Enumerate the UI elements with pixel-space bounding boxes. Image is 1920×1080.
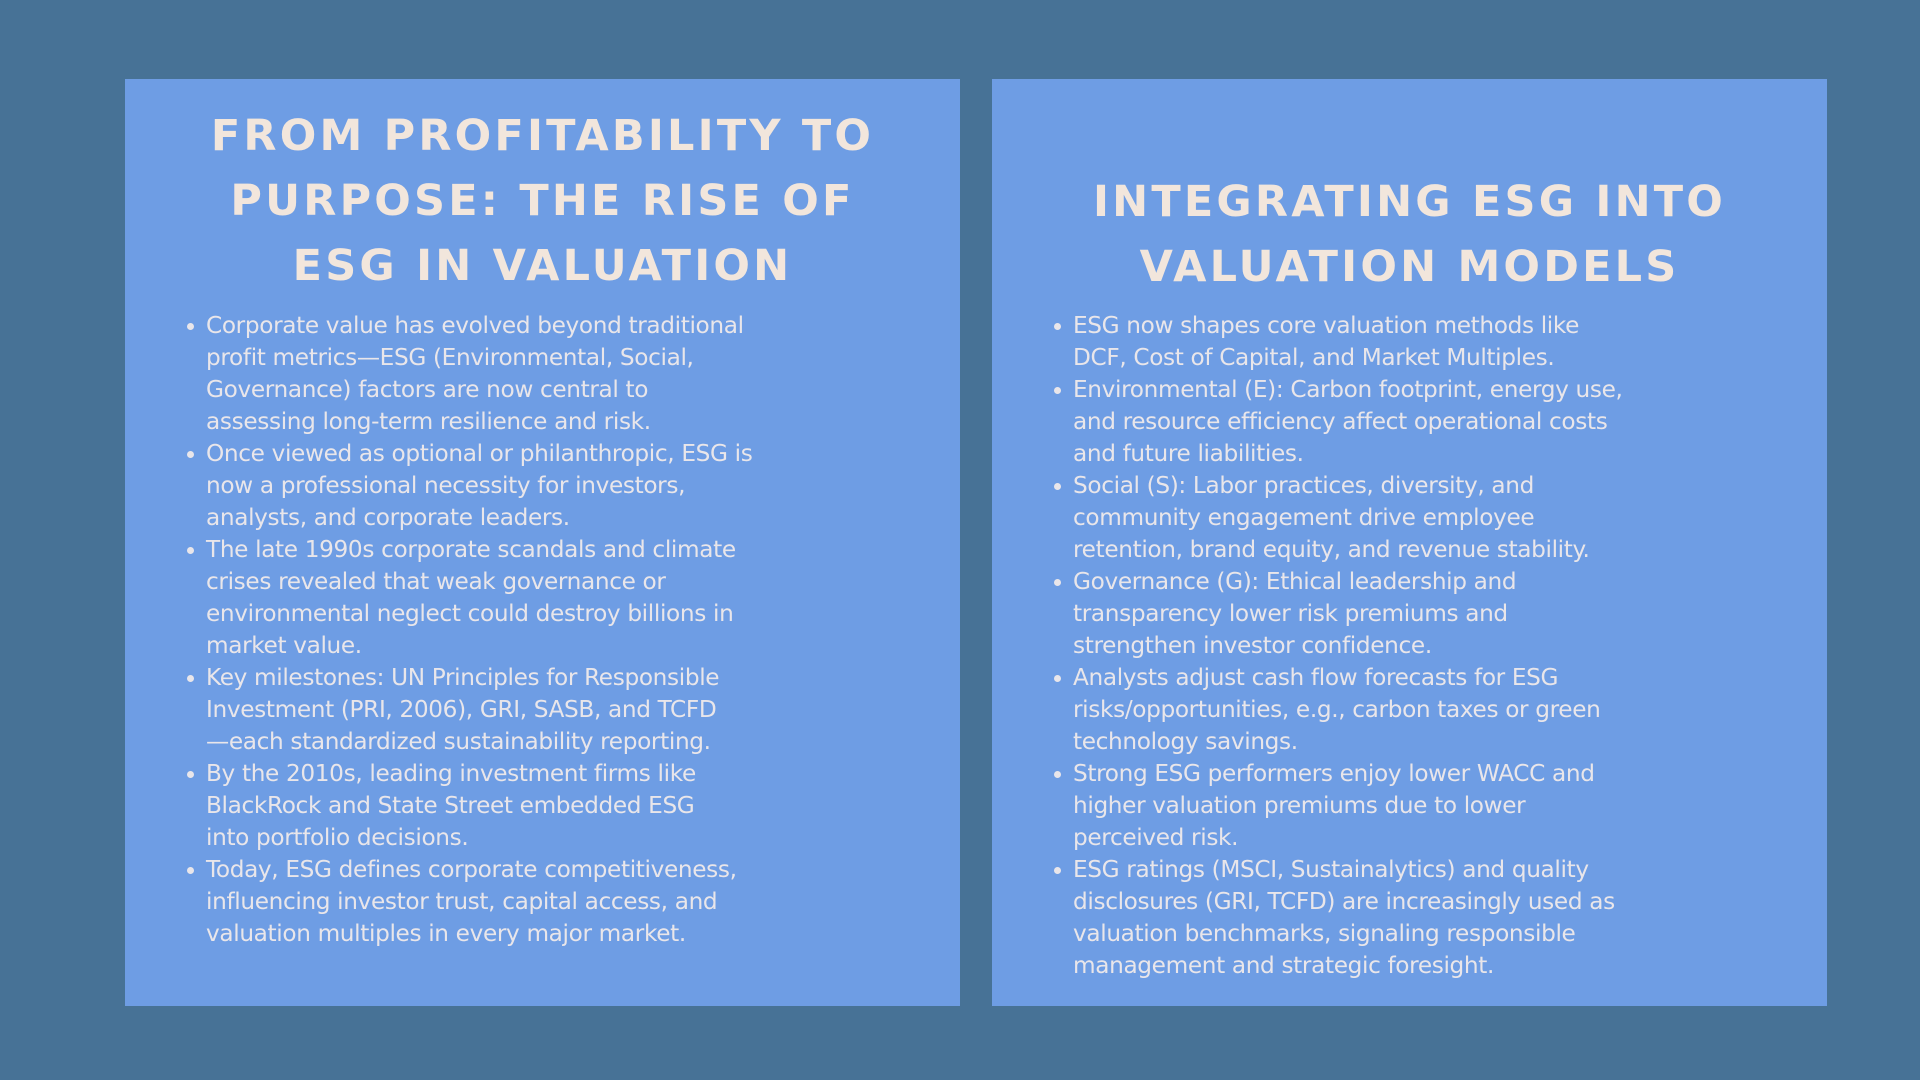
bullet-dot-icon [187, 547, 194, 554]
bullet-dot-icon [1054, 387, 1061, 394]
bullet-dot-icon [1054, 579, 1061, 586]
bullet-line: Strong ESG performers enjoy lower WACC a… [1073, 760, 1595, 787]
bullet-line: market value. [206, 632, 362, 659]
bullet-item-core-methods: ESG now shapes core valuation methods li… [1054, 310, 1623, 374]
bullet-line: valuation benchmarks, signaling responsi… [1073, 920, 1576, 947]
bullet-item-today-esg: Today, ESG defines corporate competitive… [187, 854, 752, 950]
bullet-dot-icon [187, 451, 194, 458]
bullet-item-governance: Governance (G): Ethical leadership and t… [1054, 566, 1623, 662]
bullet-line: into portfolio decisions. [206, 824, 469, 851]
bullet-line: Governance) factors are now central to [206, 376, 649, 403]
bullet-dot-icon [187, 323, 194, 330]
title-line: FROM PROFITABILITY TO [210, 111, 875, 161]
bullet-line: Today, ESG defines corporate competitive… [206, 856, 737, 883]
bullet-line: perceived risk. [1073, 824, 1239, 851]
bullet-line: —each standardized sustainability report… [206, 728, 711, 755]
bullet-line: influencing investor trust, capital acce… [206, 888, 718, 915]
title-line: ESG IN VALUATION [292, 241, 793, 291]
right-panel-integrating-esg: INTEGRATING ESG INTO VALUATION MODELS ES… [992, 79, 1827, 1006]
bullet-line: profit metrics—ESG (Environmental, Socia… [206, 344, 694, 371]
bullet-item-2010s-firms: By the 2010s, leading investment firms l… [187, 758, 752, 854]
bullet-line: environmental neglect could destroy bill… [206, 600, 734, 627]
bullet-item-social: Social (S): Labor practices, diversity, … [1054, 470, 1623, 566]
bullet-line: and resource efficiency affect operation… [1073, 408, 1608, 435]
title-line: INTEGRATING ESG INTO [1092, 177, 1727, 227]
bullet-dot-icon [187, 675, 194, 682]
bullet-line: ESG now shapes core valuation methods li… [1073, 312, 1580, 339]
bullet-line: Environmental (E): Carbon footprint, ene… [1073, 376, 1623, 403]
bullet-line: Analysts adjust cash flow forecasts for … [1073, 664, 1559, 691]
bullet-item-key-milestones: Key milestones: UN Principles for Respon… [187, 662, 752, 758]
bullet-dot-icon [1054, 323, 1061, 330]
bullet-line: transparency lower risk premiums and [1073, 600, 1508, 627]
right-bullet-list: ESG now shapes core valuation methods li… [1054, 310, 1623, 982]
bullet-item-cash-flow: Analysts adjust cash flow forecasts for … [1054, 662, 1623, 758]
bullet-line: Key milestones: UN Principles for Respon… [206, 664, 720, 691]
bullet-line: valuation multiples in every major marke… [206, 920, 686, 947]
bullet-item-environmental: Environmental (E): Carbon footprint, ene… [1054, 374, 1623, 470]
bullet-line: community engagement drive employee [1073, 504, 1535, 531]
right-panel-title: INTEGRATING ESG INTO VALUATION MODELS [992, 170, 1827, 300]
bullet-line: Social (S): Labor practices, diversity, … [1073, 472, 1534, 499]
bullet-line: The late 1990s corporate scandals and cl… [206, 536, 736, 563]
bullet-item-esg-ratings: ESG ratings (MSCI, Sustainalytics) and q… [1054, 854, 1623, 982]
bullet-line: Corporate value has evolved beyond tradi… [206, 312, 744, 339]
bullet-line: management and strategic foresight. [1073, 952, 1495, 979]
bullet-line: analysts, and corporate leaders. [206, 504, 570, 531]
bullet-line: BlackRock and State Street embedded ESG [206, 792, 695, 819]
bullet-dot-icon [1054, 483, 1061, 490]
bullet-line: Investment (PRI, 2006), GRI, SASB, and T… [206, 696, 717, 723]
title-line: PURPOSE: THE RISE OF [230, 176, 855, 226]
bullet-item-wacc: Strong ESG performers enjoy lower WACC a… [1054, 758, 1623, 854]
bullet-line: retention, brand equity, and revenue sta… [1073, 536, 1590, 563]
bullet-line: Governance (G): Ethical leadership and [1073, 568, 1517, 595]
left-bullet-list: Corporate value has evolved beyond tradi… [187, 310, 753, 950]
bullet-line: strengthen investor confidence. [1073, 632, 1432, 659]
left-panel-rise-of-esg: FROM PROFITABILITY TO PURPOSE: THE RISE … [125, 79, 960, 1006]
bullet-line: DCF, Cost of Capital, and Market Multipl… [1073, 344, 1555, 371]
bullet-line: disclosures (GRI, TCFD) are increasingly… [1073, 888, 1615, 915]
bullet-item-professional-necessity: Once viewed as optional or philanthropic… [187, 438, 753, 534]
bullet-line: assessing long-term resilience and risk. [206, 408, 651, 435]
bullet-line: and future liabilities. [1073, 440, 1304, 467]
bullet-dot-icon [1054, 675, 1061, 682]
bullet-item-1990s-scandals: The late 1990s corporate scandals and cl… [187, 534, 752, 662]
bullet-line: now a professional necessity for investo… [206, 472, 686, 499]
bullet-line: By the 2010s, leading investment firms l… [206, 760, 696, 787]
bullet-line: technology savings. [1073, 728, 1298, 755]
bullet-line: ESG ratings (MSCI, Sustainalytics) and q… [1073, 856, 1589, 883]
bullet-line: Once viewed as optional or philanthropic… [206, 440, 753, 467]
left-panel-title: FROM PROFITABILITY TO PURPOSE: THE RISE … [125, 104, 960, 299]
bullet-line: higher valuation premiums due to lower [1073, 792, 1526, 819]
bullet-dot-icon [1054, 771, 1061, 778]
bullet-dot-icon [187, 867, 194, 874]
bullet-item-corporate-value: Corporate value has evolved beyond tradi… [187, 310, 752, 438]
bullet-line: crises revealed that weak governance or [206, 568, 666, 595]
title-line: VALUATION MODELS [1139, 242, 1680, 292]
bullet-dot-icon [1054, 867, 1061, 874]
bullet-dot-icon [187, 771, 194, 778]
bullet-line: risks/opportunities, e.g., carbon taxes … [1073, 696, 1601, 723]
